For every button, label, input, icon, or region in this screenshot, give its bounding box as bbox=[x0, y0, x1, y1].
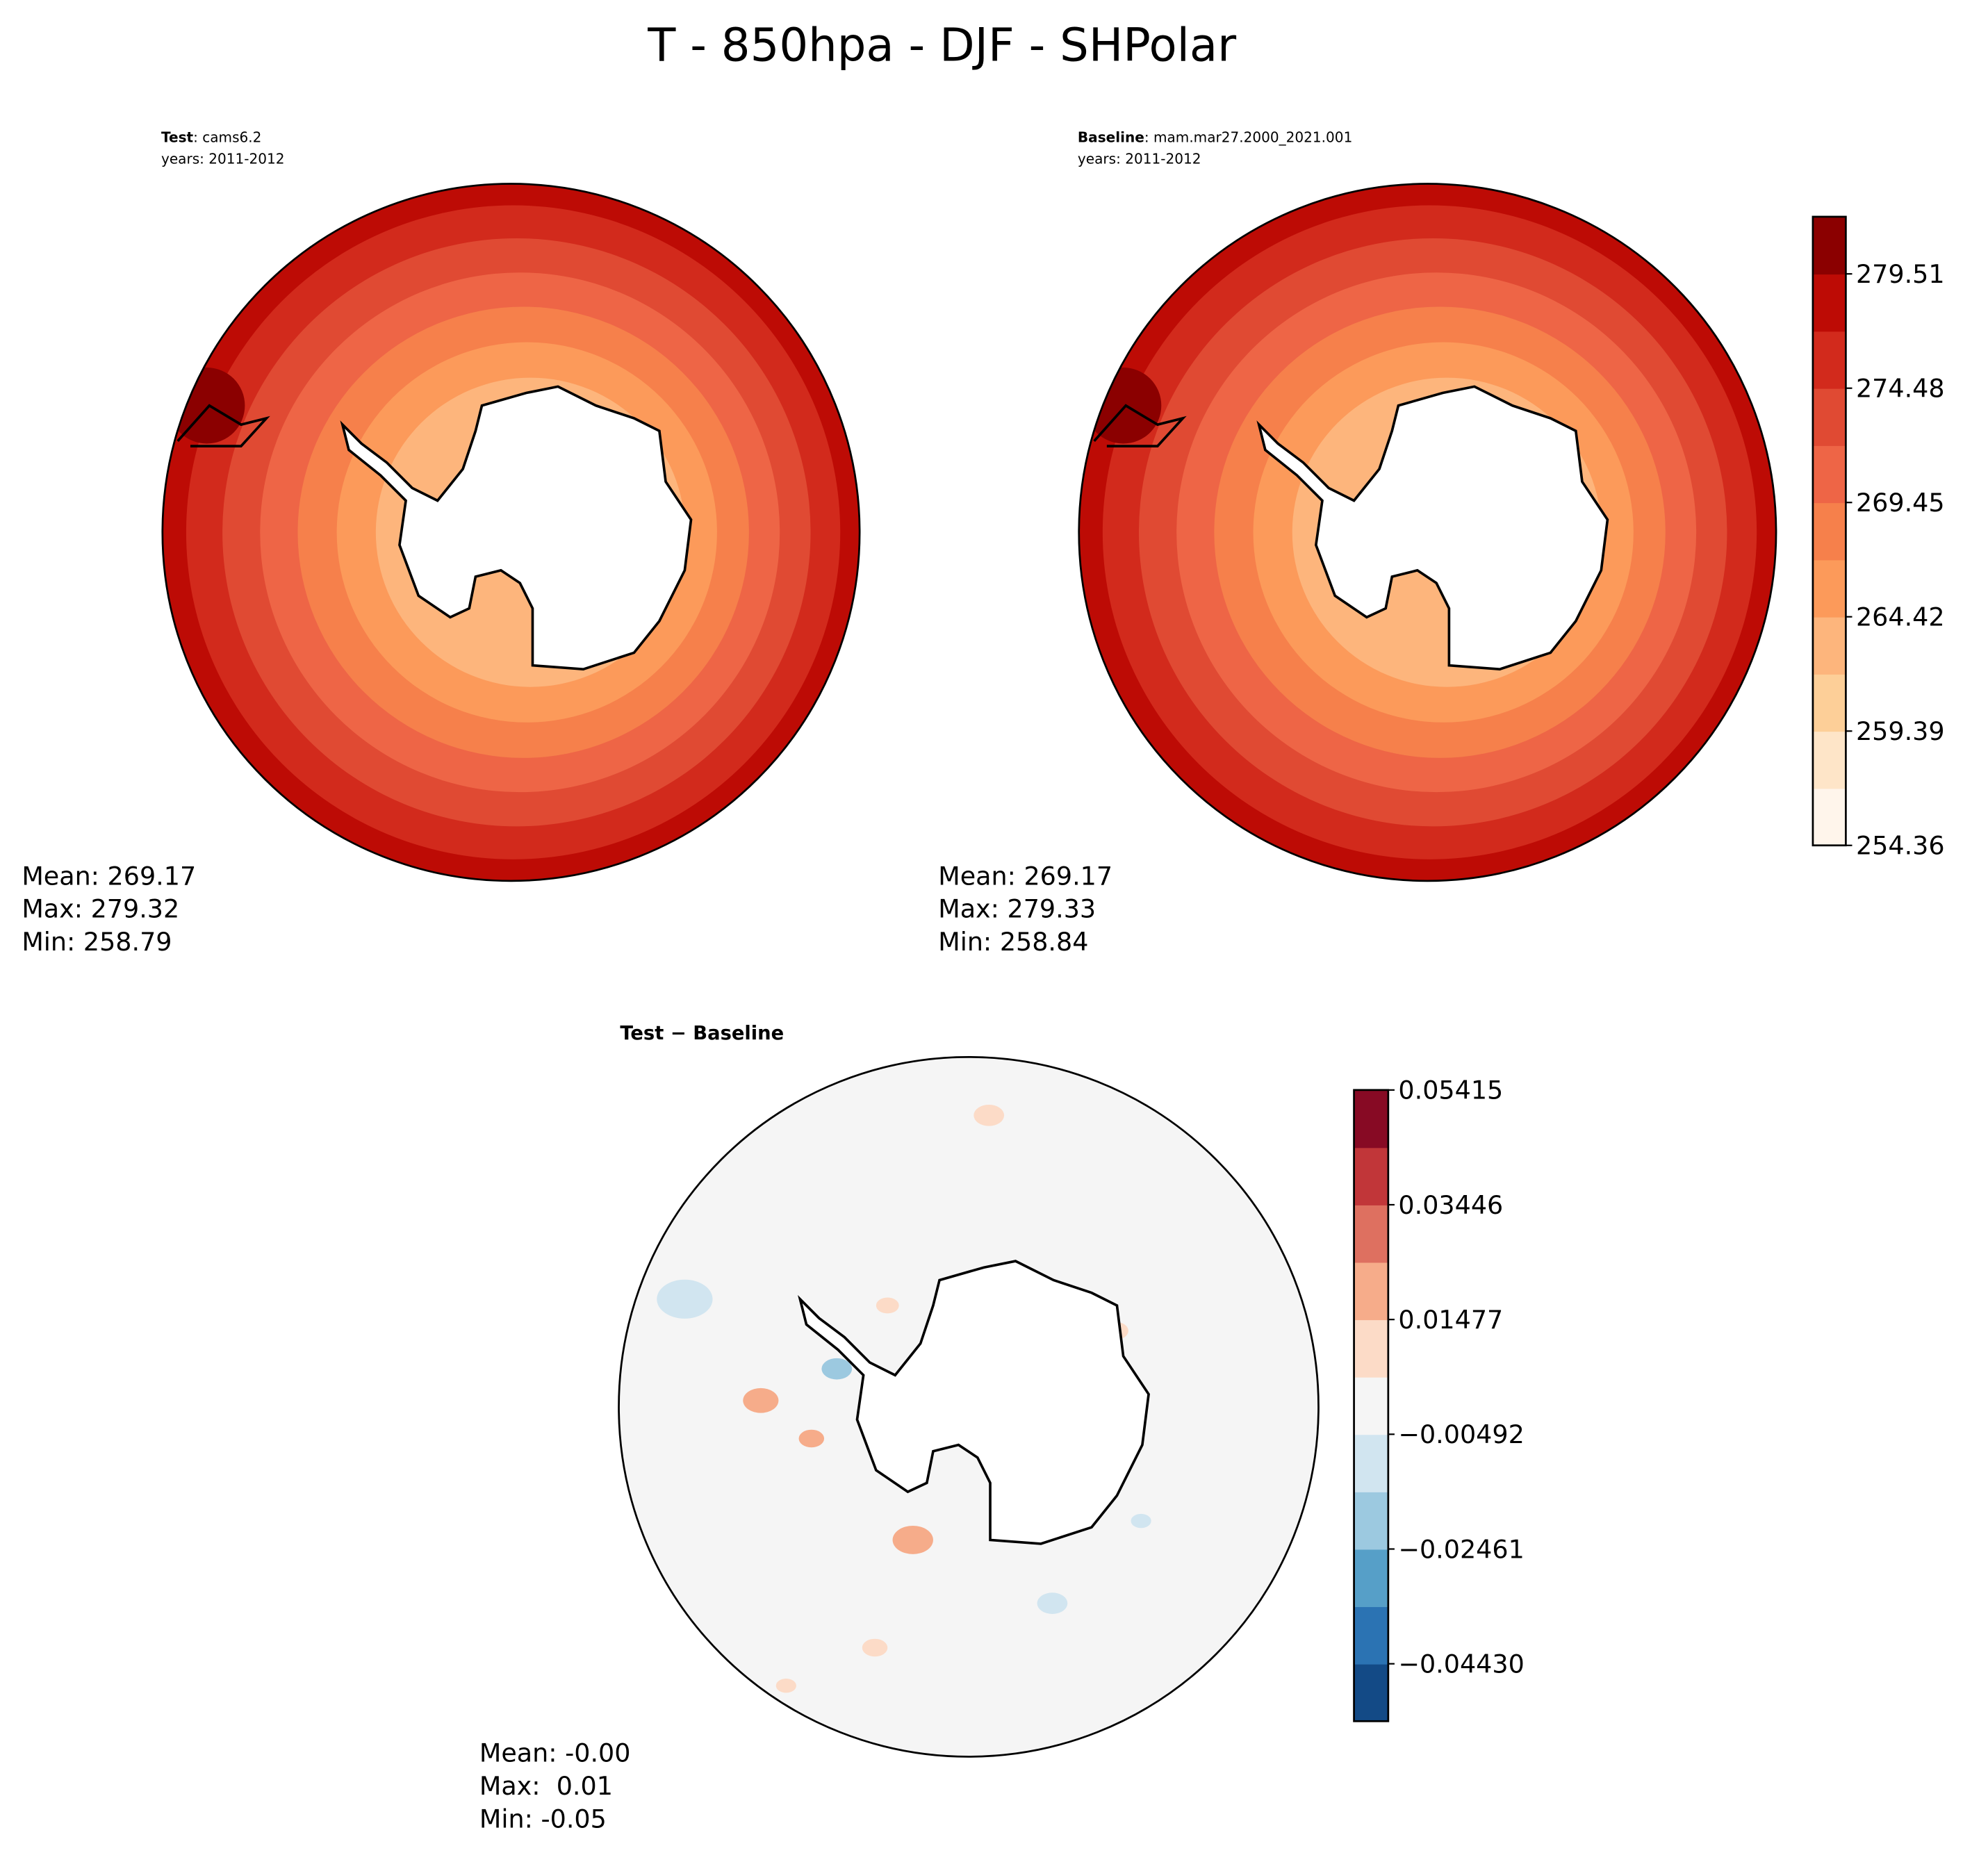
panel-case: : cams6.2 bbox=[193, 129, 261, 145]
difference-stat: Mean: -0.00 bbox=[479, 1738, 631, 1768]
panel-label: Baseline: mam.mar27.2000_2021.001 bbox=[1078, 129, 1352, 145]
colorbar-band bbox=[1354, 1147, 1388, 1205]
colorbar-band bbox=[1812, 445, 1846, 504]
colorbar-band bbox=[1812, 216, 1846, 275]
colorbar-tick-label: 0.05415 bbox=[1398, 1076, 1503, 1105]
colorbar-tick-label: 0.03446 bbox=[1398, 1190, 1503, 1220]
coastline bbox=[1093, 404, 1187, 447]
colorbar-tick-label: 269.45 bbox=[1856, 488, 1945, 518]
panel-stat: Max: 279.32 bbox=[22, 894, 179, 924]
map-panel bbox=[1078, 183, 1777, 881]
panel-years: years: 2011-2012 bbox=[1078, 150, 1201, 167]
panel-name: Test bbox=[161, 129, 194, 145]
difference-stat: Max: 0.01 bbox=[479, 1771, 613, 1801]
colorbar-frame bbox=[1812, 215, 1847, 847]
contour-patch bbox=[974, 1104, 1005, 1126]
antarctica-land bbox=[340, 385, 693, 671]
contour-band bbox=[168, 368, 245, 444]
panel-stat: Min: 258.79 bbox=[22, 927, 172, 957]
panel-stat: Max: 279.33 bbox=[938, 894, 1096, 924]
colorbar-band bbox=[1354, 1262, 1388, 1321]
colorbar-band bbox=[1812, 502, 1846, 561]
contour-patch bbox=[1131, 1513, 1151, 1529]
contour-band bbox=[1085, 368, 1162, 444]
colorbar-band bbox=[1354, 1606, 1388, 1665]
colorbar-frame bbox=[1353, 1089, 1390, 1722]
panel-label: Test: cams6.2 bbox=[161, 129, 261, 145]
panel-name: Baseline bbox=[1078, 129, 1144, 145]
map-panel bbox=[162, 183, 860, 881]
contour-patch bbox=[775, 1678, 796, 1693]
contour-patch bbox=[892, 1525, 933, 1554]
colorbar-band bbox=[1812, 388, 1846, 446]
panel-stat: Mean: 269.17 bbox=[938, 861, 1112, 891]
colorbar-tick-label: 274.48 bbox=[1856, 373, 1945, 403]
colorbar-band bbox=[1812, 616, 1846, 675]
difference-title: Test − Baseline bbox=[620, 1023, 784, 1044]
colorbar-band bbox=[1354, 1376, 1388, 1435]
colorbar-tick-label: −0.02461 bbox=[1398, 1534, 1524, 1564]
colorbar-band bbox=[1812, 673, 1846, 732]
contour-patch bbox=[743, 1387, 779, 1413]
colorbar-tick-label: 264.42 bbox=[1856, 602, 1945, 632]
colorbar-tick-label: 0.01477 bbox=[1398, 1305, 1503, 1335]
map-boundary bbox=[618, 1056, 1320, 1758]
map-boundary bbox=[161, 183, 861, 882]
map-boundary bbox=[1078, 183, 1777, 882]
colorbar-band bbox=[1354, 1204, 1388, 1263]
colorbar-band bbox=[1812, 788, 1846, 846]
colorbar-tick-label: 254.36 bbox=[1856, 831, 1945, 861]
panel-stat: Min: 258.84 bbox=[938, 927, 1088, 957]
colorbar-tick-label: −0.00492 bbox=[1398, 1419, 1524, 1449]
colorbar-tick-label: −0.04430 bbox=[1398, 1649, 1524, 1679]
colorbar-band bbox=[1812, 559, 1846, 618]
colorbar-tick-label: 279.51 bbox=[1856, 259, 1945, 289]
colorbar-band bbox=[1354, 1549, 1388, 1608]
colorbar-tick-label: 259.39 bbox=[1856, 716, 1945, 746]
colorbar-band bbox=[1354, 1089, 1388, 1148]
coastline bbox=[176, 404, 270, 447]
contour-patch bbox=[1037, 1592, 1068, 1614]
figure-title: T - 850hpa - DJF - SHPolar bbox=[647, 19, 1236, 72]
colorbar-band bbox=[1812, 274, 1846, 332]
contour-patch bbox=[862, 1638, 888, 1657]
contour-patch bbox=[876, 1297, 899, 1314]
panel-case: : mam.mar27.2000_2021.001 bbox=[1144, 129, 1352, 145]
contour-patch bbox=[657, 1279, 713, 1319]
colorbar-band bbox=[1354, 1434, 1388, 1492]
antarctica-land bbox=[798, 1260, 1150, 1545]
colorbar-band bbox=[1812, 731, 1846, 789]
antarctica-land bbox=[1256, 385, 1609, 671]
colorbar-band bbox=[1354, 1663, 1388, 1722]
contour-patch bbox=[821, 1358, 853, 1380]
colorbar-band bbox=[1354, 1319, 1388, 1378]
panel-years: years: 2011-2012 bbox=[161, 150, 285, 167]
difference-stat: Min: -0.05 bbox=[479, 1804, 607, 1834]
colorbar-band bbox=[1354, 1491, 1388, 1550]
panel-stat: Mean: 269.17 bbox=[22, 861, 196, 891]
contour-patch bbox=[798, 1429, 825, 1448]
colorbar-band bbox=[1812, 331, 1846, 389]
